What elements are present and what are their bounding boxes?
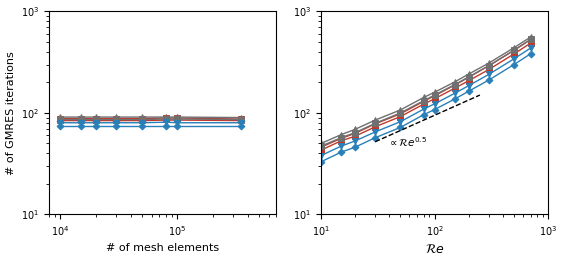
X-axis label: $\mathcal{R}e$: $\mathcal{R}e$ bbox=[425, 243, 445, 256]
Y-axis label: # of GMRES iterations: # of GMRES iterations bbox=[6, 51, 16, 175]
X-axis label: # of mesh elements: # of mesh elements bbox=[106, 243, 220, 253]
Text: $\propto \mathcal{R}e^{0.5}$: $\propto \mathcal{R}e^{0.5}$ bbox=[387, 135, 427, 149]
